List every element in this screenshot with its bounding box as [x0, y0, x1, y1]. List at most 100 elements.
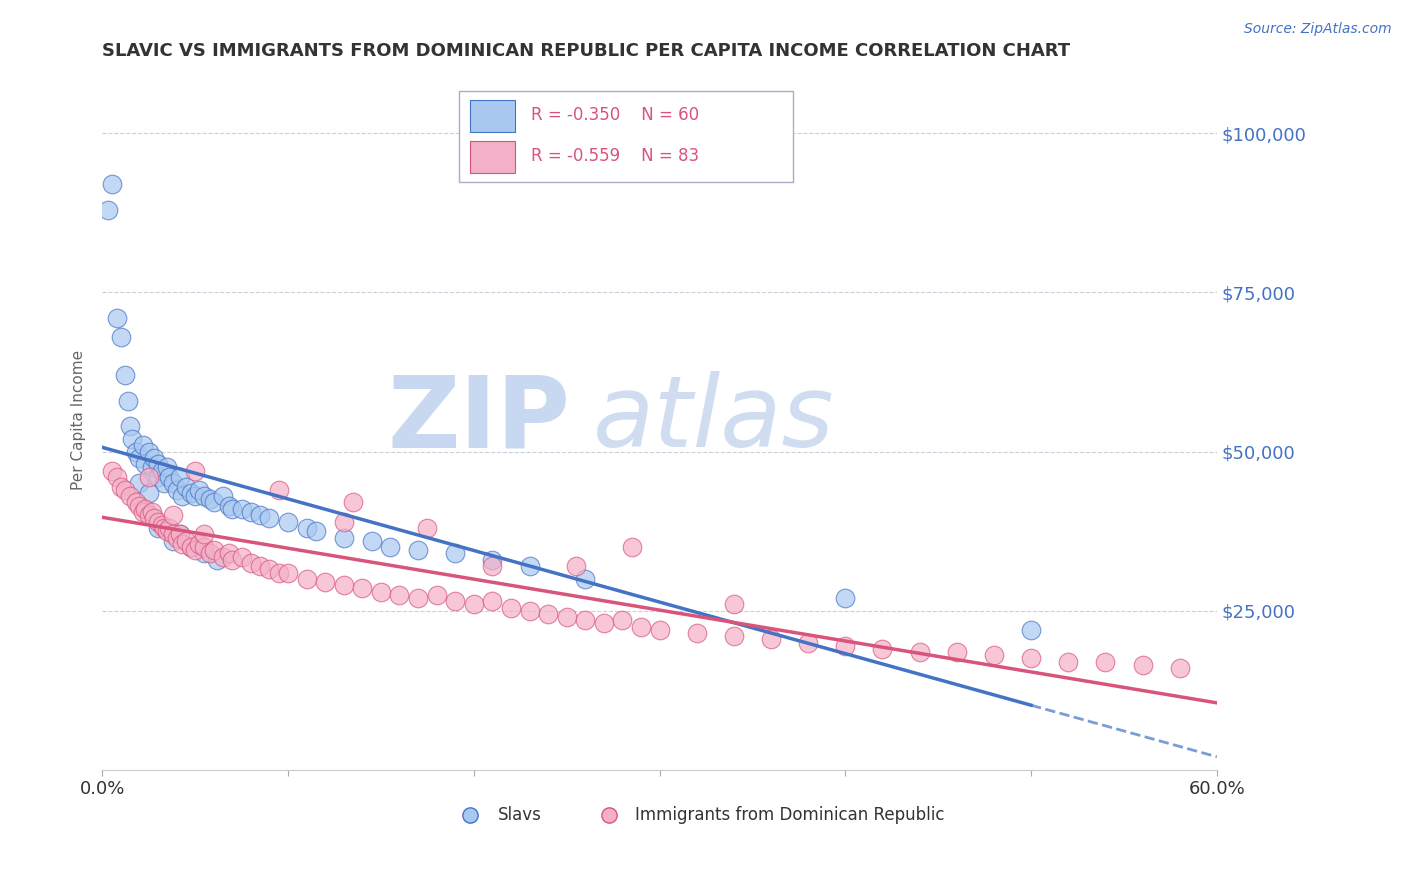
- Point: [1057, 655, 1080, 669]
- Point: [138, 486, 160, 500]
- Point: [277, 515, 299, 529]
- Point: [834, 591, 856, 605]
- Point: [481, 559, 503, 574]
- Point: [218, 546, 240, 560]
- Point: [537, 607, 560, 621]
- Point: [574, 613, 596, 627]
- Point: [360, 533, 382, 548]
- Point: [141, 460, 163, 475]
- Point: [150, 517, 173, 532]
- Point: [759, 632, 782, 647]
- Point: [198, 492, 221, 507]
- Point: [259, 562, 281, 576]
- Point: [212, 489, 235, 503]
- Point: [519, 559, 541, 574]
- Point: [295, 521, 318, 535]
- Text: SLAVIC VS IMMIGRANTS FROM DOMINICAN REPUBLIC PER CAPITA INCOME CORRELATION CHART: SLAVIC VS IMMIGRANTS FROM DOMINICAN REPU…: [103, 42, 1070, 60]
- Point: [295, 572, 318, 586]
- Point: [193, 489, 215, 503]
- Point: [723, 598, 745, 612]
- Point: [193, 527, 215, 541]
- Point: [202, 543, 225, 558]
- Point: [277, 566, 299, 580]
- Text: atlas: atlas: [593, 371, 834, 468]
- Point: [444, 546, 467, 560]
- Point: [630, 619, 652, 633]
- Point: [138, 444, 160, 458]
- Point: [114, 368, 136, 383]
- Point: [120, 489, 142, 503]
- Point: [908, 645, 931, 659]
- Point: [172, 489, 194, 503]
- Point: [267, 483, 290, 497]
- Point: [416, 521, 439, 535]
- Point: [184, 489, 207, 503]
- Point: [156, 460, 179, 475]
- Point: [110, 330, 132, 344]
- Point: [180, 540, 202, 554]
- Point: [212, 549, 235, 564]
- Point: [193, 546, 215, 560]
- Point: [1019, 651, 1042, 665]
- Point: [128, 499, 150, 513]
- Point: [156, 524, 179, 538]
- Point: [141, 505, 163, 519]
- Point: [612, 613, 634, 627]
- Point: [184, 543, 207, 558]
- Point: [110, 479, 132, 493]
- Point: [1132, 657, 1154, 672]
- Point: [105, 310, 128, 325]
- Text: R = -0.350    N = 60: R = -0.350 N = 60: [531, 106, 700, 124]
- Point: [152, 476, 174, 491]
- Point: [114, 483, 136, 497]
- Point: [565, 559, 588, 574]
- Text: Source: ZipAtlas.com: Source: ZipAtlas.com: [1244, 22, 1392, 37]
- Point: [146, 515, 169, 529]
- Point: [184, 464, 207, 478]
- Point: [117, 393, 139, 408]
- Point: [723, 629, 745, 643]
- Point: [138, 470, 160, 484]
- Bar: [470, 141, 515, 172]
- Text: ZIP: ZIP: [388, 371, 571, 468]
- Point: [1019, 623, 1042, 637]
- Point: [221, 501, 243, 516]
- Point: [180, 486, 202, 500]
- Point: [169, 470, 191, 484]
- Point: [100, 464, 122, 478]
- Point: [231, 549, 253, 564]
- Point: [370, 584, 392, 599]
- Point: [332, 515, 354, 529]
- Point: [152, 521, 174, 535]
- Point: [249, 508, 271, 523]
- Point: [166, 531, 188, 545]
- Point: [481, 594, 503, 608]
- Point: [180, 540, 202, 554]
- Point: [124, 495, 146, 509]
- Point: [100, 178, 122, 192]
- Point: [332, 578, 354, 592]
- Point: [249, 559, 271, 574]
- Point: [239, 505, 262, 519]
- Point: [202, 495, 225, 509]
- Point: [519, 604, 541, 618]
- Point: [218, 499, 240, 513]
- Point: [134, 501, 156, 516]
- Point: [352, 582, 374, 596]
- Point: [174, 479, 197, 493]
- Point: [146, 470, 169, 484]
- Point: [207, 553, 229, 567]
- Point: [166, 483, 188, 497]
- Point: [187, 537, 209, 551]
- Text: R = -0.559    N = 83: R = -0.559 N = 83: [531, 147, 700, 165]
- Point: [592, 616, 614, 631]
- Point: [426, 588, 449, 602]
- Point: [574, 572, 596, 586]
- Point: [648, 623, 671, 637]
- Point: [499, 600, 522, 615]
- Point: [172, 537, 194, 551]
- Point: [162, 476, 184, 491]
- Point: [239, 556, 262, 570]
- Point: [150, 464, 173, 478]
- Point: [406, 591, 429, 605]
